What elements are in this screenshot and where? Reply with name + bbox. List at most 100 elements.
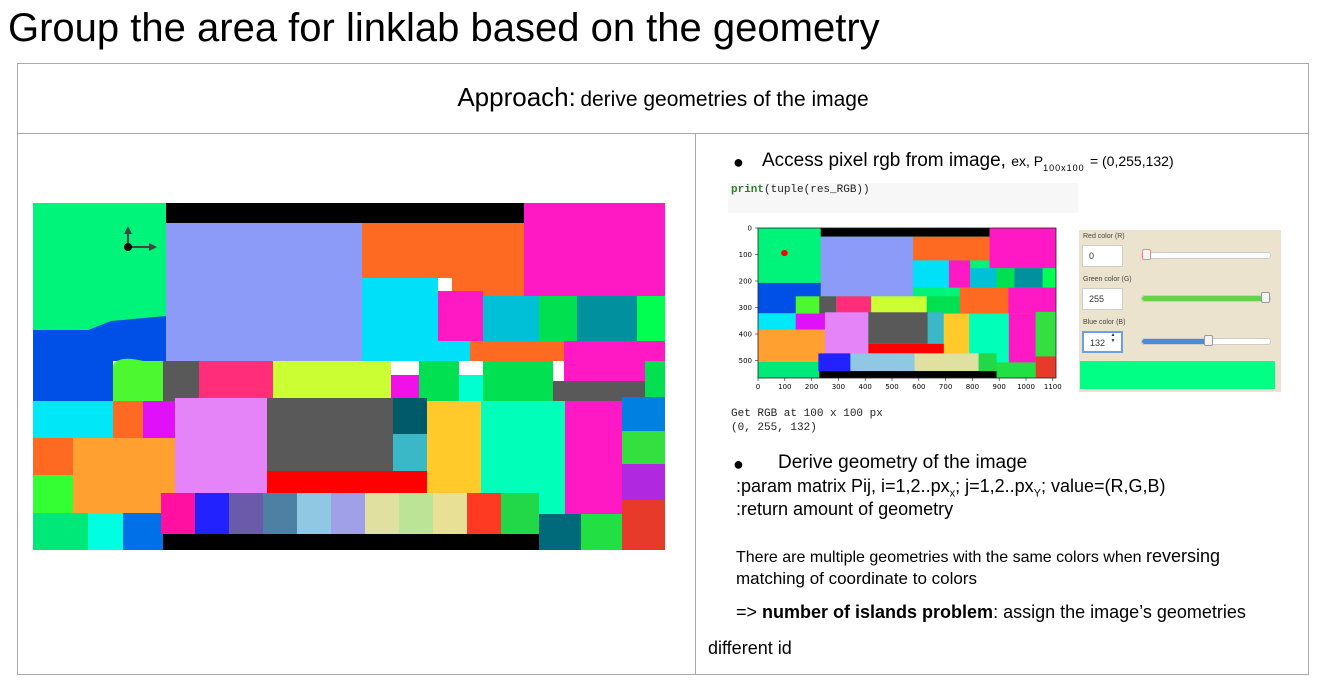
- red-label: Red color (R): [1083, 233, 1125, 240]
- red-slider[interactable]: [1141, 249, 1271, 260]
- region-orange-left: [33, 438, 73, 475]
- multi-geometry-line-2: matching of coordinate to colors: [736, 569, 977, 588]
- region-dark-teal: [393, 398, 427, 434]
- green-slider-thumb[interactable]: [1261, 292, 1270, 303]
- content-table: Approach: derive geometries of the image: [17, 63, 1309, 675]
- x-tick-label: 1000: [1017, 383, 1035, 391]
- param-suffix: ; value=(R,G,B): [1040, 476, 1166, 496]
- approach-header-cell: Approach: derive geometries of the image: [18, 64, 1308, 134]
- region-orange: [362, 223, 524, 278]
- green-slider[interactable]: [1141, 292, 1271, 303]
- y-tick-label: 200: [739, 278, 752, 286]
- blue-slider-fill: [1142, 339, 1209, 344]
- blue-input-value: 132: [1090, 338, 1106, 348]
- tile-10: [467, 493, 501, 534]
- region-red-right: [622, 500, 665, 550]
- plot-image: [758, 228, 1056, 379]
- x-tick-label: 300: [832, 383, 845, 391]
- blue-input[interactable]: 132 ▲▼: [1082, 331, 1123, 353]
- region-purple-right: [622, 464, 665, 500]
- tile-2: [195, 493, 229, 534]
- tile-4: [263, 493, 297, 534]
- tile-5: [297, 493, 331, 534]
- param-line: :param matrix Pij, i=1,2..pxx; j=1,2..px…: [736, 476, 1166, 500]
- blue-slider-thumb[interactable]: [1204, 335, 1214, 346]
- different-id-text: different id: [708, 638, 792, 658]
- region-red-bar: [267, 471, 427, 493]
- islands-prefix: =>: [736, 602, 763, 622]
- region-yellowgreen: [273, 361, 391, 401]
- region-amber: [73, 438, 175, 513]
- region-magenta-lower: [565, 401, 622, 514]
- tile-8: [399, 493, 433, 534]
- rgb-color-picker: Red color (R) 0 Green color (G) 255 Blue…: [1079, 230, 1281, 392]
- code-function: print: [731, 184, 765, 196]
- output-line-2: (0, 255, 132): [731, 422, 817, 434]
- region-gray-center: [267, 398, 393, 471]
- x-tick-label: 600: [912, 383, 925, 391]
- region-green-right: [622, 431, 665, 464]
- multi-text-a: There are multiple geometries with the s…: [736, 549, 1146, 566]
- blue-stepper-arrows[interactable]: ▲▼: [1110, 332, 1116, 344]
- green-slider-fill: [1142, 296, 1270, 301]
- region-aqua-small: [459, 375, 483, 401]
- region-gray-right: [553, 381, 645, 401]
- code-args: (tuple(res_RGB)): [764, 184, 870, 196]
- region-cyan-strip: [362, 341, 470, 361]
- y-tick-label: 500: [739, 357, 752, 365]
- region-green-3: [419, 361, 459, 401]
- tile-3: [229, 493, 263, 534]
- x-tick-label: 0: [756, 383, 760, 391]
- region-green-2: [637, 296, 665, 341]
- column-divider: [695, 134, 696, 675]
- plot-axes: 0 100 200 300 400 500 600 700 800 900 1000 1100 0 100…: [739, 225, 1062, 392]
- region-steel-teal: [393, 434, 427, 473]
- region-orange-mid: [470, 341, 564, 361]
- region-blue-strip: [33, 316, 166, 361]
- region-yellow: [427, 401, 481, 493]
- multi-text-b: reversing: [1145, 546, 1220, 566]
- red-slider-thumb[interactable]: [1142, 249, 1151, 260]
- region-black-bottom: [163, 534, 539, 550]
- region-magenta-small: [391, 375, 419, 401]
- region-teal-1: [483, 296, 539, 341]
- color-swatch: [1080, 361, 1275, 389]
- approach-detail: derive geometries of the image: [580, 88, 869, 111]
- tile-11: [501, 493, 539, 534]
- marker-origin: [124, 243, 132, 251]
- region-pink: [199, 361, 273, 401]
- islands-line: => number of islands problem: assign the…: [736, 602, 1246, 623]
- param-sub-x: x: [949, 487, 956, 500]
- code-cell: print(tuple(res_RGB)): [728, 183, 1078, 213]
- red-input[interactable]: 0: [1082, 245, 1123, 267]
- approach-label: Approach:: [457, 82, 576, 112]
- tile-6: [331, 493, 365, 534]
- image-plot: 0 100 200 300 400 500 600 700 800 900 1000 1100 0 100…: [739, 225, 1062, 392]
- blue-label: Blue color (B): [1083, 319, 1126, 326]
- x-tick-label: 400: [859, 383, 872, 391]
- region-green-left: [33, 475, 73, 513]
- region-blue-bottom: [123, 513, 163, 550]
- region-lime-blob: [113, 358, 173, 401]
- tile-9: [433, 493, 467, 534]
- y-tick-label: 0: [748, 225, 752, 233]
- y-tick-label: 300: [739, 304, 752, 312]
- bullet-derive-geometry: Derive geometry of the image: [778, 452, 1028, 473]
- tile-7: [365, 493, 399, 534]
- param-mid: ; j=1,2..px: [955, 476, 1034, 496]
- region-green-4: [483, 361, 553, 401]
- x-tick-label: 800: [966, 383, 979, 391]
- x-tick-label: 1100: [1044, 383, 1062, 391]
- x-tick-label: 500: [885, 383, 898, 391]
- region-magenta-mid: [438, 291, 483, 341]
- region-magenta-topright: [524, 203, 665, 296]
- region-teal-2: [577, 296, 637, 341]
- marker-x-arrow: [149, 243, 157, 251]
- region-gray-small: [163, 361, 199, 401]
- example-subscript: 100x100: [1043, 162, 1085, 173]
- blue-slider[interactable]: [1141, 335, 1271, 346]
- green-input[interactable]: 255: [1082, 288, 1123, 310]
- multi-geometry-line-1: There are multiple geometries with the s…: [736, 546, 1220, 567]
- example-value: = (0,255,132): [1089, 153, 1174, 169]
- region-green-bottom2: [581, 514, 622, 550]
